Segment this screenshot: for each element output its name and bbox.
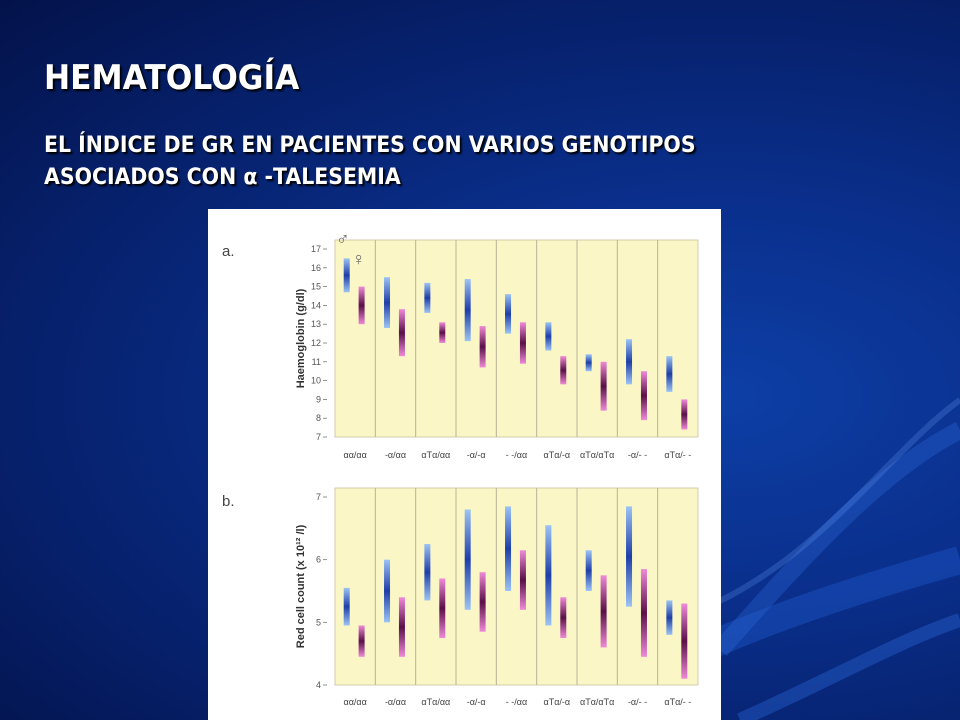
slide-title: HEMATOLOGÍA [44, 58, 300, 98]
y-tick-label: 7 [316, 432, 321, 442]
range-bar-female [681, 603, 688, 679]
subtitle-line-2: ASOCIADOS CON α -TALESEMIA [44, 165, 401, 190]
y-tick-label: 5 [316, 617, 321, 627]
category-label: αTα/αα [421, 450, 450, 460]
range-bar-male [384, 277, 391, 328]
range-bar-male [343, 258, 350, 293]
y-axis-label: Haemoglobin (g/dl) [295, 288, 307, 388]
range-bar-male [424, 282, 431, 313]
y-tick-label: 10 [311, 376, 321, 386]
range-bar-female [398, 309, 405, 357]
category-label: αTα/- - [664, 697, 691, 707]
range-bar-female [681, 399, 688, 430]
category-label: αTα/αTα [580, 697, 614, 707]
range-bar-male [505, 506, 512, 591]
range-bar-female [560, 597, 567, 638]
range-bar-female [479, 572, 486, 632]
y-tick-label: 7 [316, 492, 321, 502]
category-label: αα/αα [344, 450, 367, 460]
panel-1-plot-area [334, 239, 699, 438]
range-bar-male [464, 509, 471, 610]
category-label: αα/αα [344, 697, 367, 707]
y-tick-label: 13 [311, 319, 321, 329]
range-bar-male [384, 559, 391, 623]
y-axis-label: Red cell count (x 10¹² /l) [295, 524, 307, 648]
y-tick-label: 17 [311, 244, 321, 254]
category-label: αTα/-α [544, 450, 571, 460]
range-bar-male [585, 550, 592, 591]
range-bar-female [358, 286, 365, 325]
slide-subtitle: EL ÍNDICE DE GR EN PACIENTES CON VARIOS … [44, 130, 862, 194]
range-bar-female [398, 597, 405, 657]
category-label: -α/αα [385, 697, 406, 707]
range-bar-female [640, 569, 647, 657]
range-bar-female [479, 326, 486, 368]
panel-label: a. [222, 243, 235, 260]
category-label: -α/- - [628, 450, 647, 460]
category-label: -α/αα [385, 450, 406, 460]
category-label: - -/αα [506, 450, 527, 460]
range-bar-female [640, 371, 647, 421]
range-bar-male [424, 544, 431, 601]
subtitle-line-1: EL ÍNDICE DE GR EN PACIENTES CON VARIOS … [44, 133, 696, 158]
panel-2-plot-area [334, 487, 699, 686]
category-label: -α/-α [467, 697, 486, 707]
range-bar-male [343, 587, 350, 626]
range-bar-female [519, 550, 526, 610]
range-bar-female [560, 356, 567, 385]
y-tick-label: 16 [311, 263, 321, 273]
y-tick-label: 8 [316, 413, 321, 423]
figure-svg: 7 8 9 10 11 12 13 14 15 16 17 Haemoglobin (g/dl) a. α… [222, 229, 699, 707]
range-bar-male [464, 279, 471, 342]
category-label: - -/αα [506, 697, 527, 707]
female-symbol: ♀ [352, 249, 366, 269]
range-bar-female [439, 322, 446, 343]
category-label: αTα/-α [544, 697, 571, 707]
y-tick-label: 11 [312, 357, 321, 367]
y-tick-label: 6 [316, 555, 321, 565]
y-tick-label: 9 [316, 394, 321, 404]
y-tick-label: 15 [311, 282, 321, 292]
range-bar-male [626, 339, 633, 385]
range-bar-male [505, 294, 512, 334]
range-bar-female [519, 322, 526, 364]
range-bar-male [545, 322, 552, 351]
range-bar-female [358, 625, 365, 657]
range-bar-male [585, 354, 592, 372]
category-label: αTα/- - [664, 450, 691, 460]
range-bar-female [600, 361, 607, 411]
range-bar-female [439, 578, 446, 638]
y-tick-label: 12 [311, 338, 321, 348]
range-bar-male [666, 356, 673, 392]
category-label: αTα/αTα [580, 450, 614, 460]
y-tick-label: 4 [316, 680, 321, 690]
range-bar-male [666, 600, 673, 635]
y-tick-label: 14 [311, 300, 321, 310]
category-label: -α/- - [628, 697, 647, 707]
male-symbol: ♂ [336, 229, 350, 249]
category-label: αTα/αα [421, 697, 450, 707]
panel-label: b. [222, 493, 235, 510]
hemoglobin-rbc-figure: 7 8 9 10 11 12 13 14 15 16 17 Haemoglobin (g/dl) a. α… [208, 209, 721, 720]
range-bar-male [545, 525, 552, 626]
category-label: -α/-α [467, 450, 486, 460]
range-bar-female [600, 575, 607, 648]
range-bar-male [626, 506, 633, 607]
